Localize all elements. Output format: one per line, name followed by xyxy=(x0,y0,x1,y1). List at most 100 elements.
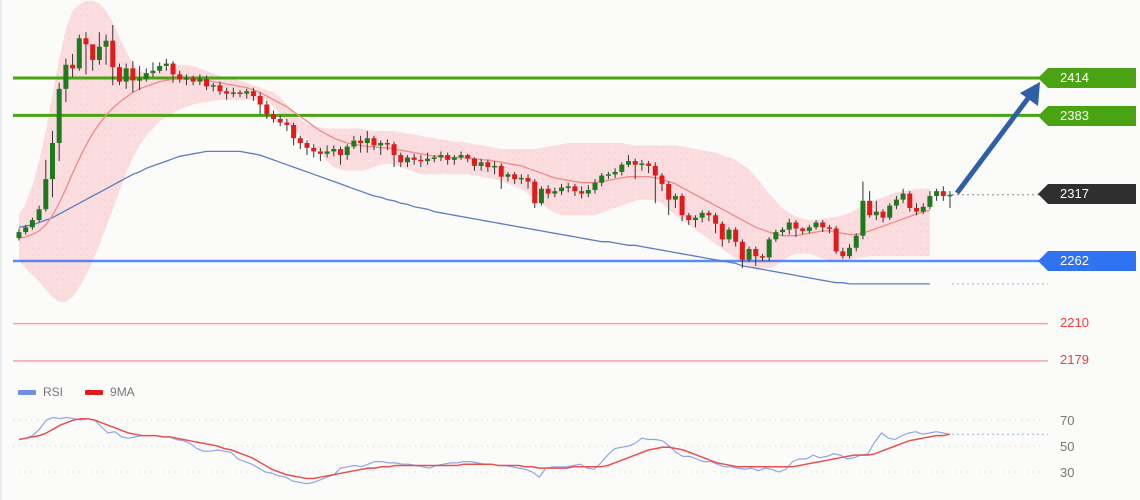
candle-body xyxy=(90,44,96,60)
rsi-swatch-icon xyxy=(18,389,36,395)
candle-body xyxy=(512,174,518,180)
candle-body xyxy=(753,248,759,257)
candle-body xyxy=(16,232,22,239)
candle-body xyxy=(411,157,417,160)
resistance-1-tag: 2383 xyxy=(1038,106,1136,126)
candle-body xyxy=(739,241,745,260)
candle-body xyxy=(940,191,946,196)
resistance-1-label: 2383 xyxy=(1060,108,1089,123)
rsi-9ma-line xyxy=(18,417,951,480)
candle-body xyxy=(76,38,82,69)
candle-body xyxy=(733,229,739,242)
candle-body xyxy=(773,232,779,240)
candle-body xyxy=(391,144,397,156)
rsi-tick-50: 50 xyxy=(1060,439,1075,454)
candle-body xyxy=(451,157,457,160)
candle-body xyxy=(813,222,819,228)
support-1-label: 2262 xyxy=(1060,253,1089,268)
resistance-2-tag: 2414 xyxy=(1038,68,1136,88)
candle-body xyxy=(398,155,404,163)
candle-body xyxy=(224,91,230,94)
rsi-tick-30: 30 xyxy=(1060,465,1075,480)
candle-body xyxy=(532,181,538,204)
candle-body xyxy=(934,191,940,196)
candle-body xyxy=(559,187,565,192)
candle-body xyxy=(920,206,926,212)
candle-body xyxy=(766,239,772,258)
candle-body xyxy=(36,209,42,221)
candle-body xyxy=(599,175,605,183)
candle-body xyxy=(719,223,725,240)
candle-body xyxy=(612,171,618,175)
legend-item-rsi: RSI xyxy=(18,385,63,399)
candle-body xyxy=(692,217,698,221)
candle-body xyxy=(277,118,283,123)
candle-body xyxy=(197,79,203,82)
candle-body xyxy=(63,64,69,89)
candle-body xyxy=(706,212,712,216)
candle-body xyxy=(137,79,143,81)
candle-body xyxy=(646,163,652,166)
legend-rsi-label: RSI xyxy=(43,385,64,399)
candle-body xyxy=(652,165,658,176)
candle-body xyxy=(250,91,256,97)
candle-body xyxy=(311,147,317,152)
candle-body xyxy=(116,67,122,82)
candle-body xyxy=(418,159,424,162)
rsi-line xyxy=(18,416,951,485)
candle-body xyxy=(880,211,886,218)
candle-body xyxy=(29,220,35,228)
candle-body xyxy=(699,212,705,218)
candle-body xyxy=(498,165,504,177)
candle-body xyxy=(471,158,477,166)
candle-body xyxy=(56,88,62,144)
candle-body xyxy=(800,228,806,231)
support-3-label: 2179 xyxy=(1060,352,1089,367)
candle-body xyxy=(351,140,357,147)
candle-body xyxy=(840,251,846,257)
candle-body xyxy=(833,228,839,252)
candle-body xyxy=(746,248,752,260)
ma-swatch-icon xyxy=(85,389,104,395)
candle-body xyxy=(43,179,49,210)
candle-body xyxy=(793,222,799,229)
arrow-shaft xyxy=(955,91,1034,195)
candle-body xyxy=(190,78,196,82)
candle-body xyxy=(679,195,685,216)
resistance-2-label: 2414 xyxy=(1060,70,1089,85)
candle-body xyxy=(170,63,176,75)
candle-body xyxy=(358,140,364,144)
candle-body xyxy=(900,193,906,200)
candle-body xyxy=(579,191,585,194)
candle-body xyxy=(947,194,953,197)
candle-body xyxy=(445,155,451,160)
candle-body xyxy=(659,175,665,184)
candle-body xyxy=(384,143,390,145)
candle-body xyxy=(853,235,859,248)
candle-body xyxy=(632,161,638,165)
bollinger-band xyxy=(19,0,930,302)
candle-body xyxy=(337,149,343,156)
candle-body xyxy=(70,64,76,69)
candle-body xyxy=(438,155,444,158)
candle-body xyxy=(331,149,337,152)
candle-body xyxy=(485,162,491,168)
last-price-label: 2317 xyxy=(1060,186,1089,201)
candle-body xyxy=(264,104,270,115)
candle-body xyxy=(545,188,551,194)
candle-body xyxy=(639,163,645,165)
candle-body xyxy=(297,138,303,144)
candle-body xyxy=(257,96,263,105)
candle-body xyxy=(605,174,611,176)
candle-body xyxy=(860,200,866,236)
candle-body xyxy=(927,195,933,207)
rsi-legend: RSI 9MA xyxy=(18,385,151,399)
legend-item-9ma: 9MA xyxy=(85,385,135,399)
candle-body xyxy=(371,138,377,146)
candle-body xyxy=(893,199,899,206)
candle-body xyxy=(626,161,632,165)
candle-body xyxy=(163,63,169,66)
candle-body xyxy=(291,124,297,139)
candle-body xyxy=(378,143,384,146)
candle-body xyxy=(304,143,310,148)
